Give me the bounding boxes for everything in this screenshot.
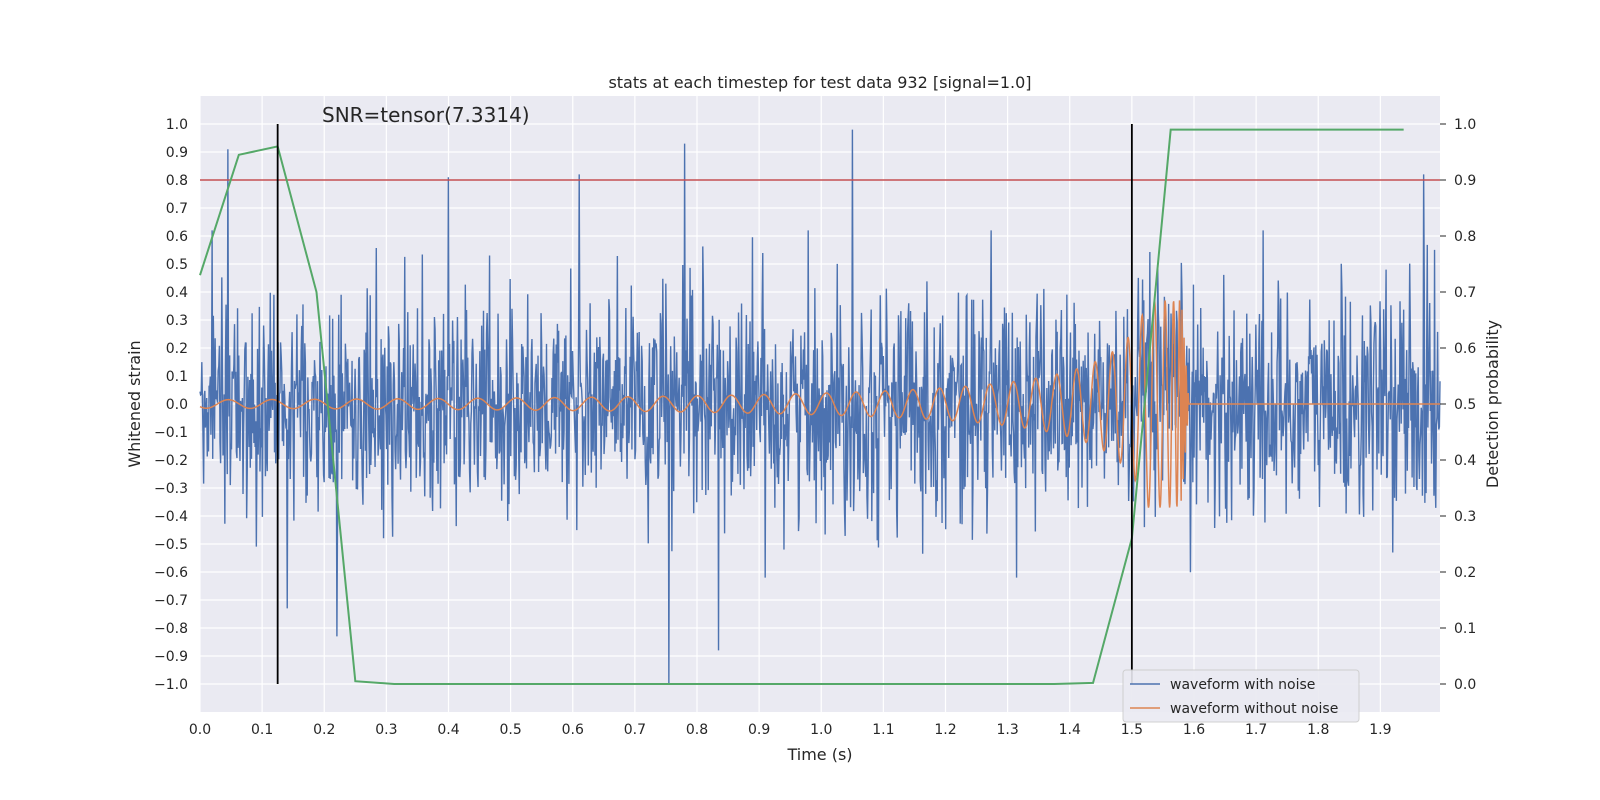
y-left-tick-label: −0.8: [154, 621, 188, 637]
y-axis-right: 1.0 0.9 0.8 0.7 0.6 0.5 0.4 0.3 0.2 0.1 0.0: [1440, 117, 1476, 693]
x-tick-label: 0.9: [748, 722, 770, 738]
y-right-tick-label: 0.4: [1454, 453, 1476, 469]
y-right-tick-label: 0.8: [1454, 229, 1476, 245]
y-right-tick-label: 0.2: [1454, 565, 1476, 581]
y-left-tick-label: 0.5: [166, 257, 188, 273]
y-left-tick-label: 0.6: [166, 229, 188, 245]
x-tick-label: 0.5: [499, 722, 521, 738]
y-left-tick-label: 0.1: [166, 369, 188, 385]
x-tick-label: 1.0: [810, 722, 832, 738]
y-left-tick-label: −0.4: [154, 509, 188, 525]
x-tick-label: 1.8: [1307, 722, 1329, 738]
y-left-tick-label: 0.2: [166, 341, 188, 357]
series-waveform-with-noise: [199, 129, 1441, 685]
vertical-lines: [276, 124, 1133, 684]
legend-label-noise: waveform with noise: [1170, 677, 1315, 693]
x-axis: 0.0 0.1 0.2 0.3 0.4 0.5 0.6 0.7 0.8 0.9 1.0 1.1 1.2 1…: [189, 722, 1392, 738]
y-left-tick-label: −1.0: [154, 677, 188, 693]
y-right-tick-label: 0.7: [1454, 285, 1476, 301]
y-axis-left-label: Whitened strain: [125, 340, 144, 467]
y-right-tick-label: 0.3: [1454, 509, 1476, 525]
x-tick-label: 1.2: [934, 722, 956, 738]
y-axis-left: 1.0 0.9 0.8 0.7 0.6 0.5 0.4 0.3 0.2 0.1 0.0 −0.1 −0.…: [154, 117, 188, 693]
x-tick-label: 1.3: [996, 722, 1018, 738]
y-right-tick-label: 0.9: [1454, 173, 1476, 189]
y-left-tick-label: −0.2: [154, 453, 188, 469]
y-left-tick-label: −0.1: [154, 425, 188, 441]
y-left-tick-label: 0.9: [166, 145, 188, 161]
y-left-tick-label: 0.7: [166, 201, 188, 217]
y-left-tick-label: 0.8: [166, 173, 188, 189]
chart-title: stats at each timestep for test data 932…: [608, 73, 1031, 92]
y-right-tick-label: 0.1: [1454, 621, 1476, 637]
y-right-tick-label: 0.5: [1454, 397, 1476, 413]
x-tick-label: 1.7: [1245, 722, 1267, 738]
x-tick-label: 0.8: [686, 722, 708, 738]
x-tick-label: 1.4: [1059, 722, 1081, 738]
x-tick-label: 0.0: [189, 722, 211, 738]
series-layer: [199, 128, 1441, 685]
snr-annotation: SNR=tensor(7.3314): [322, 103, 530, 127]
y-right-tick-label: 0.6: [1454, 341, 1476, 357]
series-detection-probability: [199, 128, 1404, 685]
x-tick-label: 1.6: [1183, 722, 1205, 738]
y-right-tick-label: 0.0: [1454, 677, 1476, 693]
y-left-tick-label: 1.0: [166, 117, 188, 133]
y-left-tick-label: −0.3: [154, 481, 188, 497]
y-right-tick-label: 1.0: [1454, 117, 1476, 133]
x-tick-label: 0.2: [313, 722, 335, 738]
legend-label-clean: waveform without noise: [1170, 701, 1338, 717]
x-tick-label: 1.9: [1369, 722, 1391, 738]
x-axis-label: Time (s): [786, 745, 852, 764]
y-left-tick-label: 0.3: [166, 313, 188, 329]
x-tick-label: 0.1: [251, 722, 273, 738]
legend-box: [1122, 669, 1360, 723]
x-tick-label: 0.4: [437, 722, 459, 738]
x-tick-label: 0.7: [624, 722, 646, 738]
y-left-tick-label: −0.7: [154, 593, 188, 609]
y-left-tick-label: −0.9: [154, 649, 188, 665]
series-waveform-without-noise: [199, 299, 1440, 508]
x-tick-label: 0.6: [562, 722, 584, 738]
y-left-tick-label: 0.0: [166, 397, 188, 413]
y-axis-right-label: Detection probability: [1483, 320, 1502, 488]
y-left-tick-label: −0.6: [154, 565, 188, 581]
x-tick-label: 1.5: [1121, 722, 1143, 738]
y-left-tick-label: −0.5: [154, 537, 188, 553]
x-tick-label: 0.3: [375, 722, 397, 738]
legend: waveform with noise waveform without noi…: [1122, 669, 1360, 723]
x-tick-label: 1.1: [872, 722, 894, 738]
y-left-tick-label: 0.4: [166, 285, 188, 301]
